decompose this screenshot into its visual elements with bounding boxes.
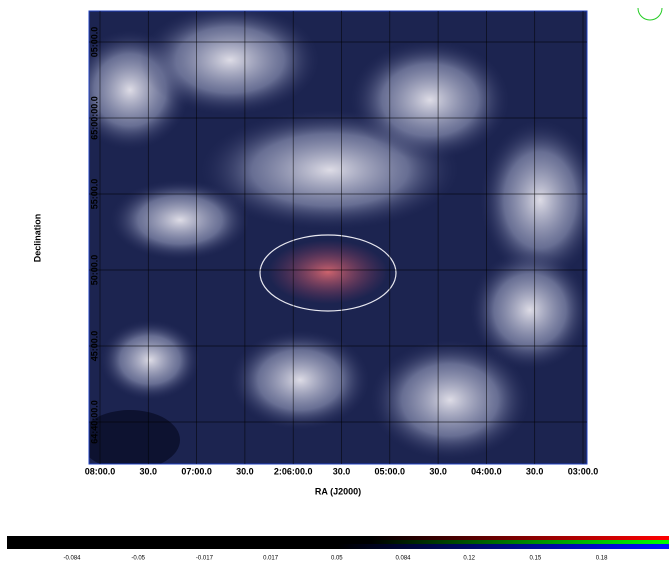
x-tick-label: 30.0 — [236, 466, 254, 476]
status-arc — [637, 7, 663, 21]
x-tick-label: 04:00.0 — [471, 466, 502, 476]
x-tick-label: 30.0 — [526, 466, 544, 476]
x-tick-label: 05:00.0 — [375, 466, 406, 476]
colorbar-tick-label: 0.15 — [530, 556, 542, 561]
region-ellipse — [259, 234, 397, 312]
colorbar-tick-label: 0.084 — [395, 556, 411, 561]
y-tick-label: 45:00.0 — [89, 331, 99, 362]
colorbar-tick-label: 0.18 — [596, 556, 608, 561]
y-tick-label: 65:00:00.0 — [89, 96, 99, 140]
x-tick-label: 2:06:00.0 — [274, 466, 313, 476]
x-tick-label: 07:00.0 — [181, 466, 212, 476]
colorbar-tick-label: -0.017 — [196, 556, 214, 561]
y-tick-label: 64:40:00.0 — [89, 400, 99, 444]
x-tick-label: 08:00.0 — [85, 466, 116, 476]
x-axis-label: RA (J2000) — [315, 486, 361, 496]
y-tick-label: 50:00.0 — [89, 255, 99, 286]
y-tick-label: 05:00.0 — [89, 27, 99, 58]
colorbar-red — [7, 536, 669, 540]
colorbar-tick-label: 0.05 — [331, 556, 343, 561]
sky-image — [89, 11, 587, 464]
colorbar-tick-label: 0.12 — [463, 556, 475, 561]
colorbar-tick-label: 0.017 — [263, 556, 279, 561]
y-tick-label: 55:00.0 — [89, 179, 99, 210]
colorbar-tick-label: -0.05 — [131, 556, 145, 561]
x-tick-label: 03:00.0 — [568, 466, 599, 476]
y-axis-label: Declination — [32, 214, 42, 263]
image-border — [88, 10, 588, 465]
x-tick-label: 30.0 — [429, 466, 447, 476]
x-tick-label: 30.0 — [140, 466, 158, 476]
colorbar-tick-label: -0.084 — [63, 556, 81, 561]
x-tick-label: 30.0 — [333, 466, 351, 476]
colorbar-green — [7, 540, 669, 544]
